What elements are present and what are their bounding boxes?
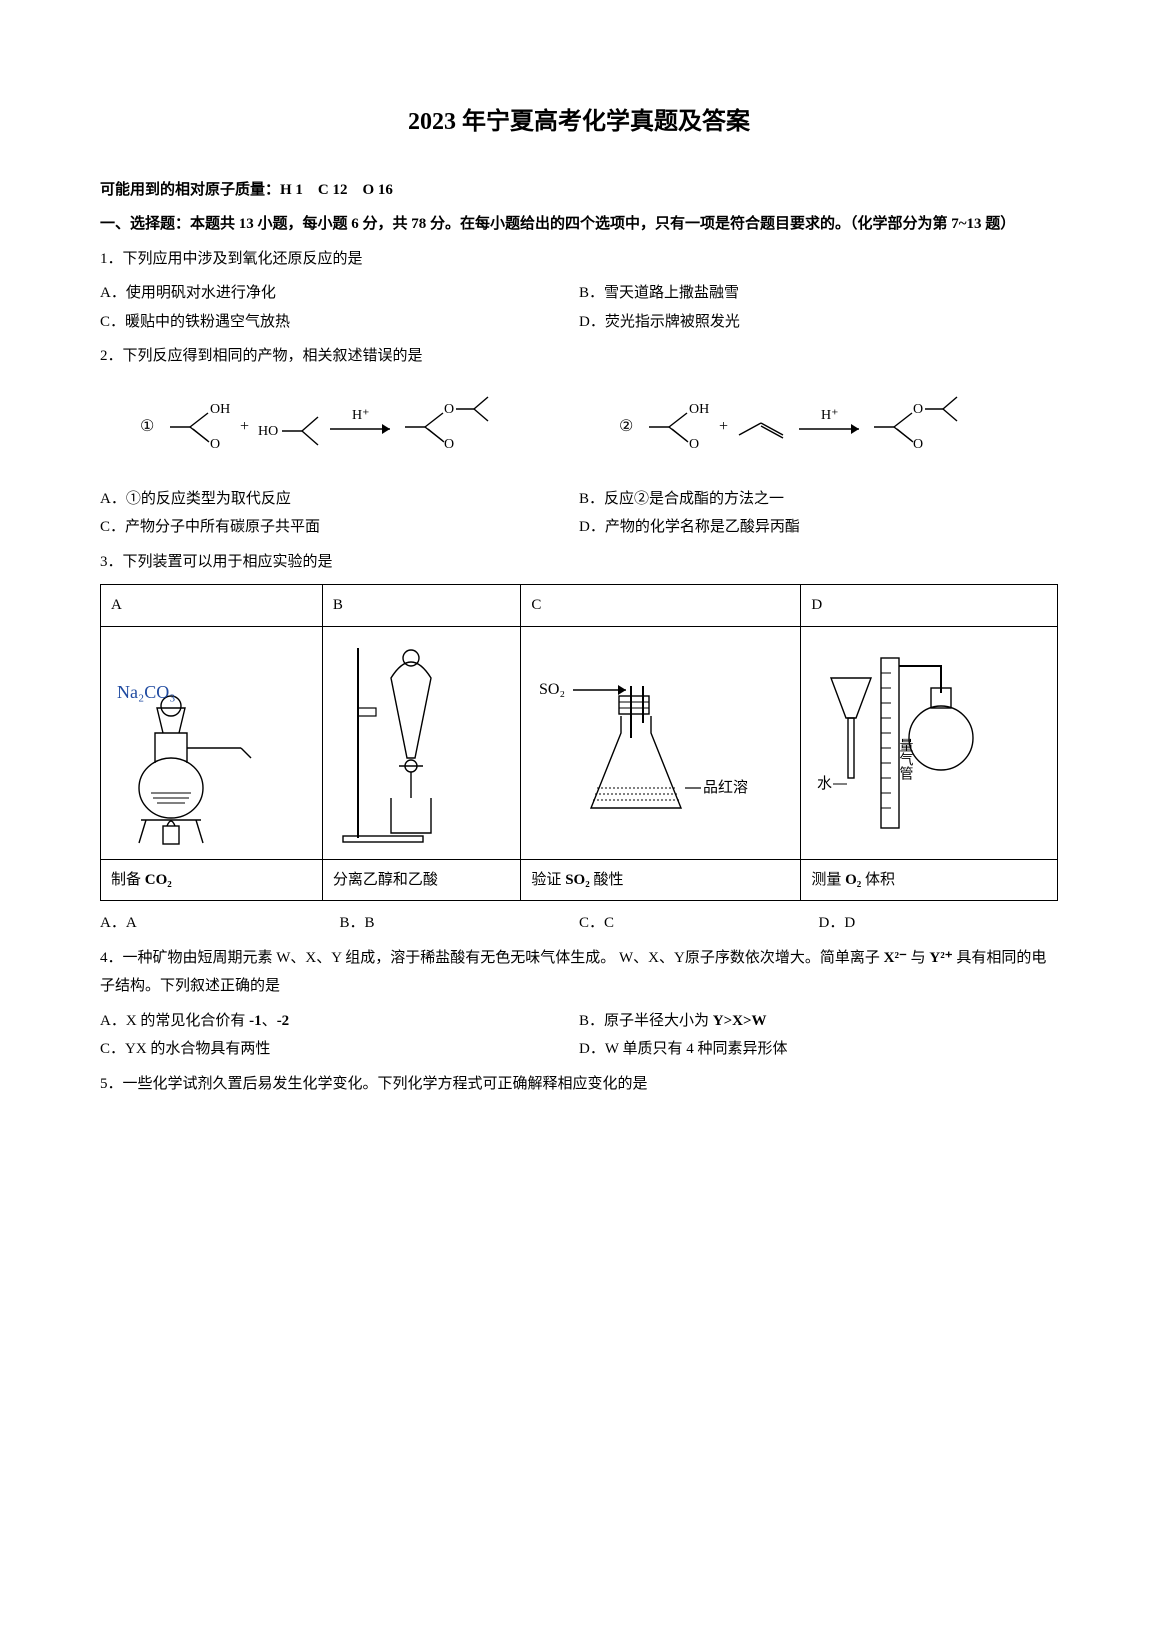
q1-stem: 1．下列应用中涉及到氧化还原反应的是	[100, 245, 1058, 274]
q2-reaction-2: ② OH O + H⁺ O O	[579, 385, 1058, 465]
svg-text:OH: OH	[689, 402, 709, 417]
q3-image-row: Na₂CO₃ SO₂	[101, 626, 1058, 859]
q3-header-a: A	[101, 585, 323, 627]
q3-header-row: A B C D	[101, 585, 1058, 627]
svg-text:品红溶: 品红溶	[703, 779, 748, 796]
svg-text:②: ②	[619, 418, 633, 435]
q3-stem: 3．下列装置可以用于相应实验的是	[100, 548, 1058, 577]
q2-stem: 2．下列反应得到相同的产物，相关叙述错误的是	[100, 342, 1058, 371]
q3-img-d: 水 量气管	[801, 626, 1058, 859]
q3-caption-a-formula: CO₂	[145, 872, 172, 888]
svg-text:+: +	[719, 418, 728, 435]
q3-header-b: B	[322, 585, 521, 627]
q3-option-c: C．C	[579, 909, 819, 938]
svg-text:OH: OH	[210, 402, 230, 417]
svg-text:O: O	[913, 437, 923, 452]
svg-text:O: O	[444, 437, 454, 452]
q5-stem: 5．一些化学试剂久置后易发生化学变化。下列化学方程式可正确解释相应变化的是	[100, 1070, 1058, 1099]
svg-text:量气管: 量气管	[898, 738, 914, 780]
q1-option-b: B．雪天道路上撒盐融雪	[579, 279, 1058, 308]
section-intro: 一、选择题：本题共 13 小题，每小题 6 分，共 78 分。在每小题给出的四个…	[100, 210, 1058, 239]
svg-text:O: O	[913, 402, 923, 417]
q3-img-b	[322, 626, 521, 859]
q1-option-a: A．使用明矾对水进行净化	[100, 279, 579, 308]
q3-option-d: D．D	[819, 909, 1059, 938]
q3-caption-a: 制备 CO₂	[101, 859, 323, 901]
q2-option-b: B．反应②是合成酯的方法之一	[579, 485, 1058, 514]
q3-caption-d-formula: O₂	[845, 872, 861, 888]
q3-caption-c: 验证 SO₂ 酸性	[521, 859, 801, 901]
q3-header-d: D	[801, 585, 1058, 627]
q3-img-a: Na₂CO₃	[101, 626, 323, 859]
q4-x-ion: X²⁻	[884, 950, 907, 966]
svg-text:①: ①	[140, 418, 154, 435]
page-title: 2023 年宁夏高考化学真题及答案	[100, 100, 1058, 146]
svg-text:H⁺: H⁺	[821, 408, 839, 423]
q1-option-d: D．荧光指示牌被照发光	[579, 308, 1058, 337]
q3-img-c: SO₂ 品红溶	[521, 626, 801, 859]
q3-caption-c-formula: SO₂	[565, 872, 590, 888]
svg-text:SO₂: SO₂	[539, 681, 565, 698]
q4-option-d: D．W 单质只有 4 种同素异形体	[579, 1035, 1058, 1064]
q3-caption-row: 制备 CO₂ 分离乙醇和乙酸 验证 SO₂ 酸性 测量 O₂ 体积	[101, 859, 1058, 901]
q3-caption-b: 分离乙醇和乙酸	[322, 859, 521, 901]
q3-table: A B C D	[100, 584, 1058, 901]
q3-option-b: B．B	[340, 909, 580, 938]
q4-stem: 4．一种矿物由短周期元素 W、X、Y 组成，溶于稀盐酸有无色无味气体生成。 W、…	[100, 944, 1058, 1001]
q4-option-a: A．X 的常见化合价有 -1、-2	[100, 1007, 579, 1036]
q4-option-c: C．YX 的水合物具有两性	[100, 1035, 579, 1064]
svg-text:O: O	[444, 402, 454, 417]
q2-reactions: ① OH O + HO H⁺ O O	[100, 385, 1058, 465]
q3-option-a: A．A	[100, 909, 340, 938]
svg-text:+: +	[240, 418, 249, 435]
q4-y-ion: Y²⁺	[929, 950, 952, 966]
q3-img-a-label: Na₂CO₃	[117, 682, 176, 702]
svg-text:水: 水	[817, 775, 832, 792]
q4-option-b: B．原子半径大小为 Y>X>W	[579, 1007, 1058, 1036]
svg-text:O: O	[689, 437, 699, 452]
q2-reaction-1: ① OH O + HO H⁺ O O	[100, 385, 579, 465]
svg-text:HO: HO	[258, 424, 278, 439]
svg-text:H⁺: H⁺	[352, 408, 370, 423]
q3-header-c: C	[521, 585, 801, 627]
q2-option-a: A．①的反应类型为取代反应	[100, 485, 579, 514]
q2-option-d: D．产物的化学名称是乙酸异丙酯	[579, 513, 1058, 542]
q3-caption-d: 测量 O₂ 体积	[801, 859, 1058, 901]
svg-text:O: O	[210, 437, 220, 452]
relative-atomic-mass: 可能用到的相对原子质量：H 1 C 12 O 16	[100, 176, 1058, 205]
q1-option-c: C．暖贴中的铁粉遇空气放热	[100, 308, 579, 337]
q2-option-c: C．产物分子中所有碳原子共平面	[100, 513, 579, 542]
